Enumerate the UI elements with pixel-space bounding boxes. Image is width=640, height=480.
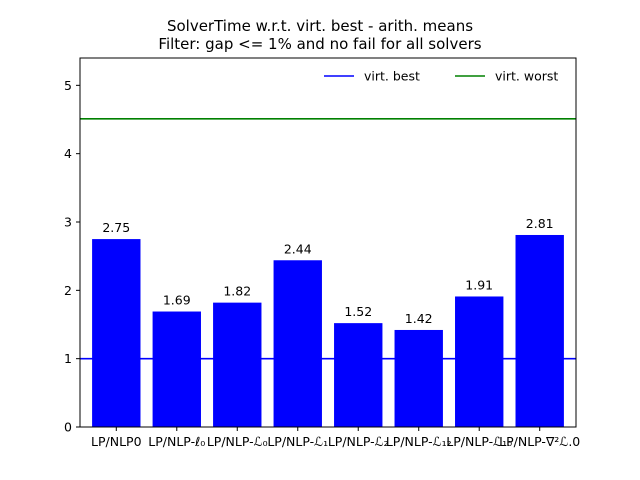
- data-label: 1.42: [405, 311, 433, 326]
- y-tick-label: 3: [64, 215, 72, 230]
- chart-subtitle: Filter: gap <= 1% and no fail for all so…: [158, 35, 482, 53]
- y-tick-label: 1: [64, 351, 72, 366]
- data-label: 1.91: [465, 277, 493, 292]
- y-tick-label: 2: [64, 283, 72, 298]
- data-label: 1.52: [344, 304, 372, 319]
- legend-label: virt. worst: [495, 69, 558, 84]
- y-tick-label: 4: [64, 146, 72, 161]
- bar: [273, 260, 322, 427]
- x-tick-label: LP/NLP-ℒ₀: [207, 434, 268, 449]
- data-label: 1.69: [163, 293, 191, 308]
- bars-layer: [92, 234, 564, 427]
- y-axis: 0 1 2 3 4 5: [64, 78, 80, 435]
- bar: [455, 296, 504, 427]
- bar: [394, 329, 443, 427]
- bar: [152, 311, 201, 427]
- bar: [92, 239, 141, 427]
- y-tick-label: 5: [64, 78, 72, 93]
- legend: virt. best virt. worst: [324, 69, 558, 84]
- x-tick-label: LP/NLP-ℒ₂: [328, 434, 389, 449]
- data-label: 2.81: [526, 216, 554, 231]
- x-tick-label: LP/NLP-ℒ₁₀: [446, 434, 512, 449]
- reference-lines-layer: [80, 118, 576, 360]
- data-labels-layer: 2.75 1.69 1.82 2.44 1.52 1.42 1.91 2.81: [102, 216, 553, 326]
- plot-frame: [79, 57, 577, 428]
- bar: [515, 234, 564, 427]
- data-label: 2.75: [102, 220, 130, 235]
- data-label: 1.82: [223, 284, 251, 299]
- x-tick-label: LP/NLP-∇²ℒ.0: [499, 434, 580, 449]
- x-tick-label: LP/NLP-ℒ₁: [267, 434, 328, 449]
- bar: [213, 302, 262, 427]
- y-tick-label: 0: [64, 420, 72, 435]
- x-tick-label: LP/NLP-ℓ₀: [148, 434, 205, 449]
- legend-label: virt. best: [364, 69, 420, 84]
- bar: [334, 323, 383, 427]
- data-label: 2.44: [284, 241, 312, 256]
- x-tick-label: LP/NLP-ℒ₁₂: [386, 434, 452, 449]
- chart-title: SolverTime w.r.t. virt. best - arith. me…: [166, 17, 474, 35]
- x-axis: LP/NLP0 LP/NLP-ℓ₀ LP/NLP-ℒ₀ LP/NLP-ℒ₁ LP/NLP…: [91, 427, 580, 449]
- x-tick-label: LP/NLP0: [91, 434, 142, 449]
